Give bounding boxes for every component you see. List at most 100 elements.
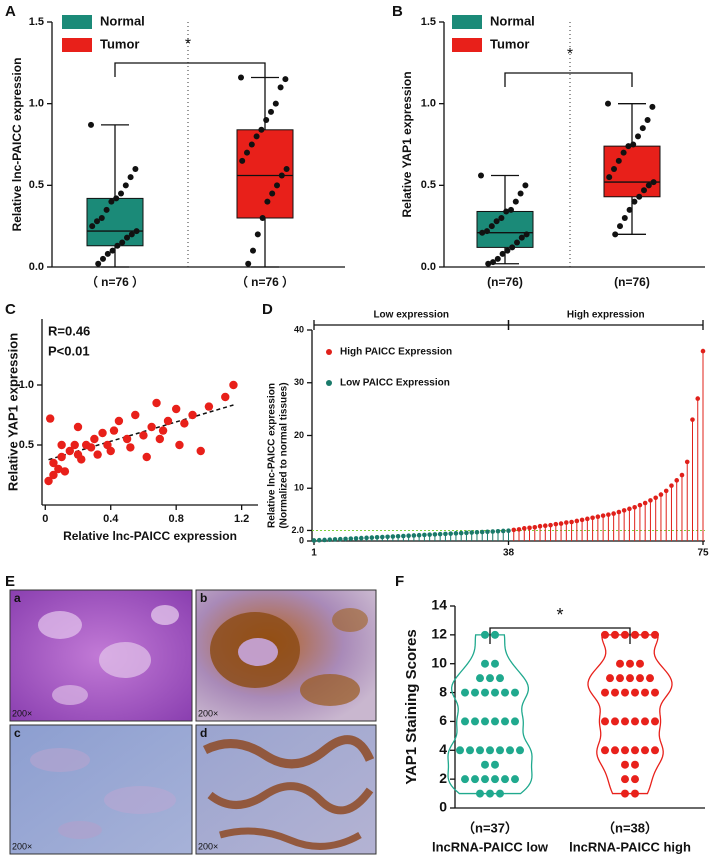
point <box>630 141 637 148</box>
point <box>621 789 629 798</box>
point <box>646 674 654 683</box>
lollipop-head <box>495 528 501 534</box>
point <box>98 215 105 221</box>
point <box>503 208 510 215</box>
point <box>86 443 96 452</box>
point <box>620 149 627 156</box>
lollipop-head <box>437 531 443 537</box>
point <box>88 121 94 128</box>
point <box>188 410 197 420</box>
point <box>621 688 629 697</box>
legend-label: High PAICC Expression <box>340 347 452 358</box>
annotation: R=0.46 <box>48 323 90 338</box>
point <box>512 198 519 205</box>
point <box>651 746 659 755</box>
point <box>496 746 504 755</box>
x-tick-label: （ n=76 ） <box>236 274 294 289</box>
point <box>476 674 484 683</box>
point <box>124 234 130 241</box>
point <box>518 234 525 241</box>
x-tick-label: 38 <box>503 548 515 559</box>
x-tick-label: 0.4 <box>103 513 119 525</box>
point <box>461 717 469 726</box>
lollipop-head <box>600 513 606 518</box>
point <box>466 746 474 755</box>
point <box>491 688 499 697</box>
significance: * <box>185 36 191 53</box>
point <box>631 775 639 784</box>
point <box>601 746 609 755</box>
annotation: P<0.01 <box>48 343 90 358</box>
lollipop-head <box>585 516 590 522</box>
point <box>641 187 647 194</box>
y-axis-label: Relative lnc-PAICC expression <box>267 383 278 528</box>
point <box>511 717 519 726</box>
point <box>501 717 509 726</box>
point <box>478 172 484 179</box>
legend-swatch <box>452 38 482 52</box>
lollipop-head <box>690 417 695 422</box>
lollipop-head <box>432 532 438 537</box>
point <box>268 108 274 115</box>
lollipop-head <box>627 506 632 512</box>
point <box>496 674 504 683</box>
point <box>601 630 609 639</box>
x-tick-label: （ n=76 ） <box>86 274 144 289</box>
point <box>491 717 499 726</box>
point <box>641 688 649 697</box>
point <box>631 760 639 769</box>
y-axis-label: Relative lnc-PAICC expression <box>10 58 24 232</box>
point <box>491 659 499 668</box>
lollipop-head <box>422 532 427 538</box>
x-tick-label: lncRNA-PAICC high <box>569 839 691 854</box>
violin <box>447 634 533 795</box>
point <box>60 467 70 476</box>
lollipop-head <box>621 508 627 513</box>
point <box>491 760 499 769</box>
y-tick-label: 0.0 <box>29 261 44 273</box>
point <box>485 260 492 267</box>
point <box>611 166 617 172</box>
point <box>501 775 509 784</box>
point <box>128 231 135 238</box>
point <box>142 452 151 462</box>
lollipop-head <box>674 478 680 483</box>
section-bracket <box>313 320 510 330</box>
lollipop-head <box>658 492 664 497</box>
lollipop-head <box>500 528 506 534</box>
point <box>476 746 484 755</box>
point <box>45 414 55 423</box>
point <box>98 428 107 438</box>
legend-swatch <box>326 380 332 386</box>
point <box>461 775 469 784</box>
point <box>70 440 79 450</box>
point <box>509 244 516 251</box>
point <box>501 688 509 697</box>
point <box>621 630 629 639</box>
point <box>626 659 634 668</box>
point <box>621 717 629 726</box>
lollipop-head <box>337 536 343 542</box>
point <box>171 404 181 414</box>
point <box>272 100 279 107</box>
lollipop-head <box>395 533 401 539</box>
y-tick-label: 4 <box>439 741 447 757</box>
lollipop-head <box>527 525 532 531</box>
point <box>611 746 619 755</box>
point <box>481 630 489 639</box>
lollipop-head <box>558 521 564 526</box>
image-label: b <box>200 591 207 605</box>
lollipop-head <box>353 536 359 541</box>
point <box>639 125 646 132</box>
point <box>259 215 266 221</box>
point <box>196 446 205 456</box>
image-label: c <box>14 726 21 740</box>
point <box>57 452 66 462</box>
panel-label: A <box>5 3 16 20</box>
point <box>106 446 115 456</box>
lollipop-head <box>443 531 448 537</box>
point <box>631 717 639 726</box>
point <box>617 223 623 230</box>
point <box>49 458 58 468</box>
point <box>641 746 649 755</box>
